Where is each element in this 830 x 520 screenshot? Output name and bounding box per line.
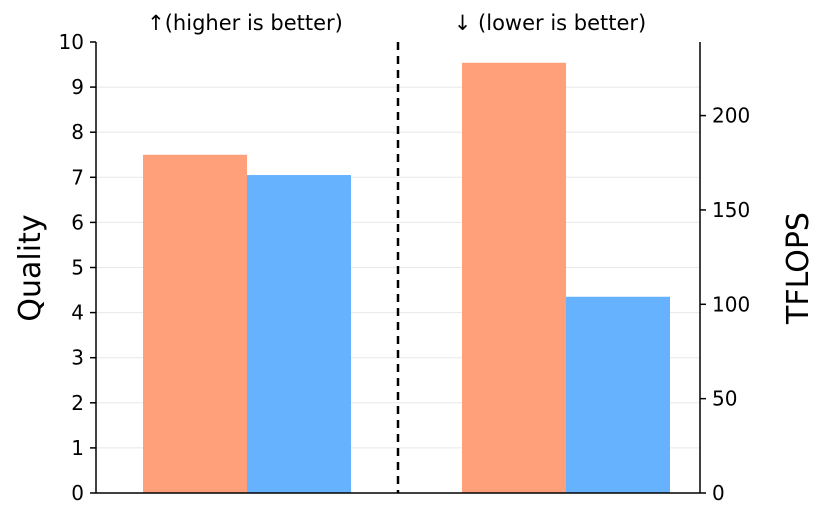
right-y-axis-title: TFLOPS bbox=[781, 212, 816, 325]
left-tick-label: 6 bbox=[71, 210, 84, 234]
right-tick-label: 100 bbox=[712, 292, 750, 316]
left-tick-label: 5 bbox=[71, 256, 84, 280]
left-tick-label: 8 bbox=[71, 120, 84, 144]
left-tick-label: 3 bbox=[71, 346, 84, 370]
left-tick-label: 0 bbox=[71, 481, 84, 505]
left-tick-label: 2 bbox=[71, 391, 84, 415]
right-tick-label: 0 bbox=[712, 481, 725, 505]
left-y-ticks: 0 1 2 3 4 5 6 7 8 9 10 bbox=[59, 30, 96, 505]
bars bbox=[143, 62, 670, 494]
left-panel-title: ↑(higher is better) bbox=[147, 11, 343, 35]
left-y-axis-title: Quality bbox=[13, 214, 48, 321]
quality-bar bbox=[143, 154, 247, 493]
left-tick-label: 10 bbox=[59, 30, 84, 54]
left-tick-label: 9 bbox=[71, 75, 84, 99]
right-panel-title: ↓ (lower is better) bbox=[454, 11, 646, 35]
right-tick-label: 150 bbox=[712, 198, 750, 222]
right-tick-label: 50 bbox=[712, 387, 737, 411]
left-tick-label: 4 bbox=[71, 301, 84, 325]
left-tick-label: 7 bbox=[71, 165, 84, 189]
right-tick-label: 200 bbox=[712, 104, 750, 128]
right-y-ticks: 0 50 100 150 200 bbox=[700, 104, 750, 505]
tflops-bar bbox=[462, 62, 566, 493]
left-tick-label: 1 bbox=[71, 436, 84, 460]
quality-bar bbox=[247, 175, 351, 494]
tflops-bar bbox=[566, 296, 670, 493]
